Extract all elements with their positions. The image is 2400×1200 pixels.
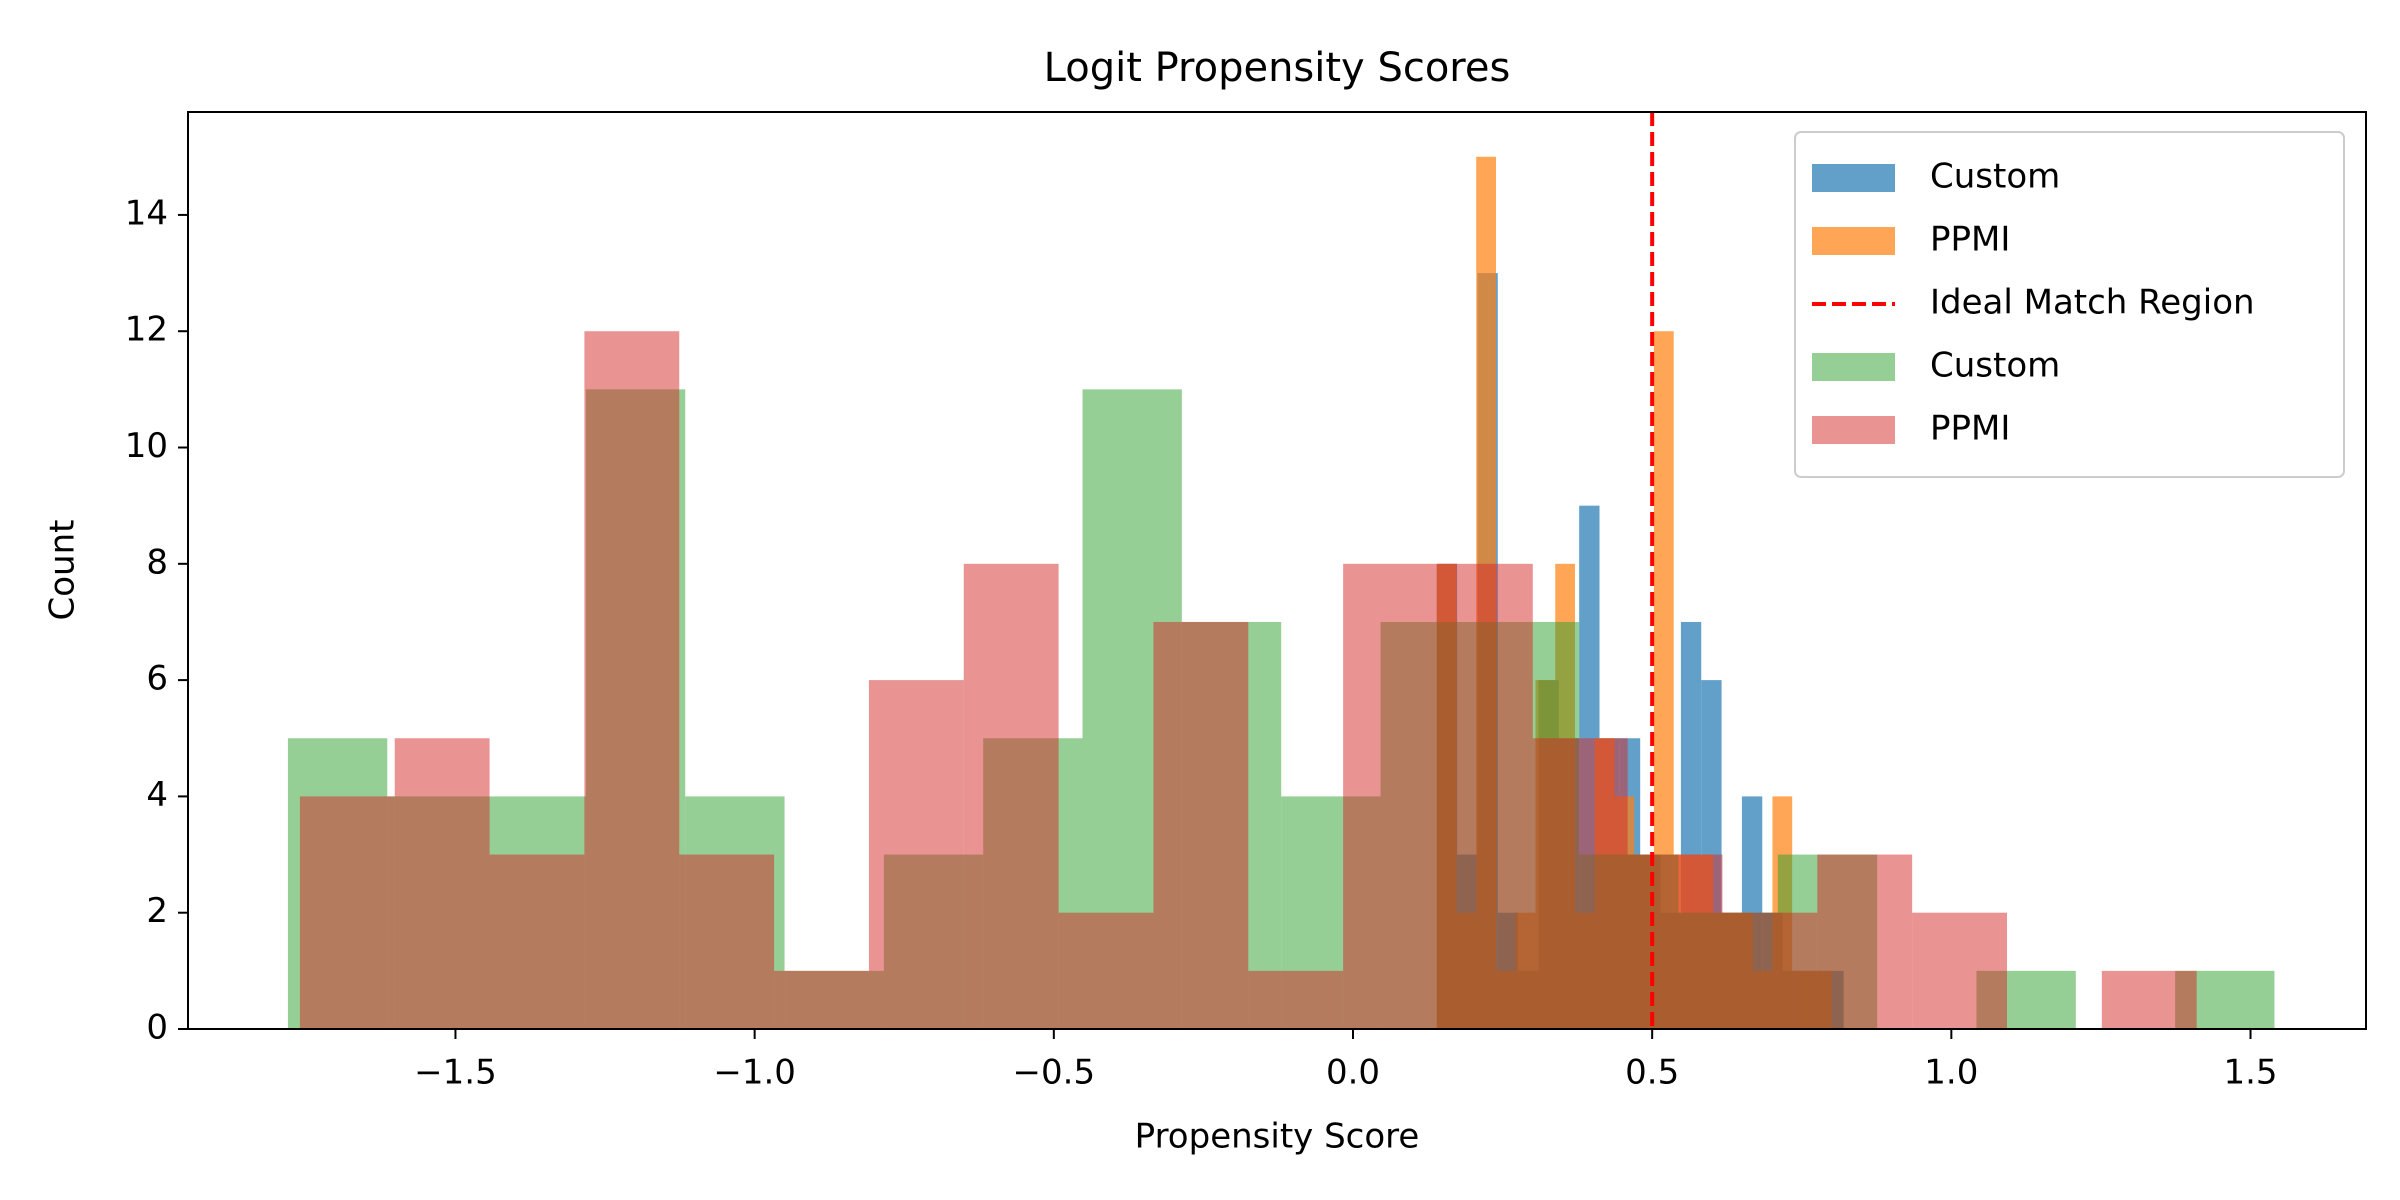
legend-box bbox=[1794, 131, 2345, 478]
y-tick-label: 2 bbox=[146, 891, 168, 931]
histogram-bar bbox=[774, 970, 869, 1029]
x-tick-label: −0.5 bbox=[1013, 1053, 1096, 1093]
y-tick-label: 10 bbox=[125, 426, 168, 466]
histogram-bar bbox=[963, 563, 1059, 1029]
x-tick-label: −1.5 bbox=[414, 1053, 497, 1093]
histogram-bar bbox=[679, 854, 775, 1029]
y-tick-label: 4 bbox=[146, 775, 168, 815]
histogram-bar bbox=[1058, 912, 1154, 1029]
legend-label: Ideal Match Region bbox=[1930, 283, 2255, 323]
histogram-bar bbox=[1722, 912, 1818, 1029]
y-axis-label: Count bbox=[43, 520, 83, 621]
legend-swatch bbox=[1812, 353, 1895, 381]
histogram-bar bbox=[1627, 854, 1723, 1029]
y-tick-label: 12 bbox=[125, 310, 168, 350]
y-tick-label: 0 bbox=[146, 1008, 168, 1048]
y-tick-label: 8 bbox=[146, 542, 168, 582]
legend-swatch bbox=[1812, 227, 1895, 255]
x-tick-label: 1.0 bbox=[1924, 1053, 1978, 1093]
histogram-bar bbox=[1153, 621, 1249, 1029]
legend-label: Custom bbox=[1930, 346, 2060, 386]
legend-label: Custom bbox=[1930, 157, 2060, 197]
y-tick-label: 14 bbox=[125, 193, 168, 233]
histogram-bar bbox=[1437, 563, 1533, 1029]
chart-title: Logit Propensity Scores bbox=[1044, 45, 1511, 91]
axes-frame bbox=[187, 111, 2367, 1030]
histogram-bar bbox=[1912, 912, 2007, 1029]
legend-swatch bbox=[1812, 164, 1895, 192]
histogram-bar bbox=[489, 854, 585, 1029]
legend-label: PPMI bbox=[1930, 220, 2010, 260]
histogram-bar bbox=[1817, 854, 1913, 1029]
x-tick-label: 0.5 bbox=[1625, 1053, 1679, 1093]
legend-label: PPMI bbox=[1930, 409, 2010, 449]
histogram-bar bbox=[584, 331, 680, 1030]
histogram-bar bbox=[1248, 970, 1344, 1029]
x-tick-label: −1.0 bbox=[713, 1053, 796, 1093]
x-tick-label: 0.0 bbox=[1326, 1053, 1380, 1093]
histogram-bar bbox=[868, 680, 964, 1029]
histogram-bar bbox=[394, 738, 490, 1029]
histogram-bar bbox=[1343, 563, 1438, 1029]
histogram-bar bbox=[1532, 738, 1628, 1029]
x-axis-label: Propensity Score bbox=[1135, 1117, 1420, 1157]
plot-area bbox=[287, 156, 2275, 1030]
histogram-bar bbox=[2101, 970, 2197, 1029]
histogram-bar bbox=[299, 796, 395, 1029]
legend-swatch bbox=[1812, 416, 1895, 444]
x-tick-label: 1.5 bbox=[2223, 1053, 2277, 1093]
y-tick-label: 6 bbox=[146, 659, 168, 699]
